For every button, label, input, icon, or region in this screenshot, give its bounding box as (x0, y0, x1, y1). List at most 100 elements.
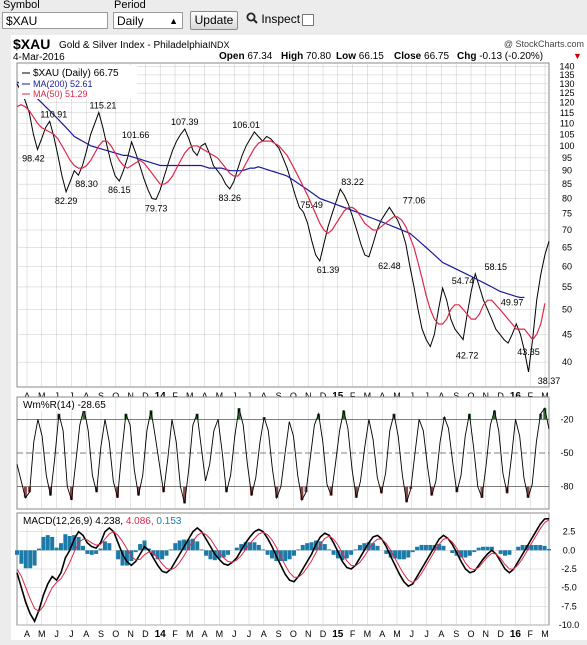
macd-histogram-bar (529, 544, 534, 551)
wpr-oversold-fill (23, 486, 27, 498)
price-annotation: 98.42 (22, 154, 45, 164)
macd-histogram-bar (388, 550, 393, 558)
inspect-toggle[interactable]: Inspect (246, 12, 300, 26)
macd-histogram-bar (155, 550, 160, 560)
price-xtick-label: F (350, 391, 356, 401)
price-ytick-label: 85 (562, 179, 572, 189)
wpr-overbought-fill (493, 410, 497, 420)
macd-xtick-label: M (38, 629, 46, 639)
price-annotation: 54.74 (452, 276, 475, 286)
wpr-overbought-fill (237, 408, 241, 420)
price-series-xau (16, 83, 550, 372)
price-xtick-label: M (541, 391, 549, 401)
macd-histogram-bar (89, 550, 94, 555)
wpr-oversold-fill (379, 486, 383, 494)
price-ytick-label: 140 (559, 61, 574, 71)
price-series-ma200 (16, 81, 525, 299)
update-button[interactable]: Update (190, 11, 238, 30)
chart-date: 4-Mar-2016 (13, 52, 65, 63)
macd-histogram-bar (542, 545, 547, 551)
macd-xtick-label: M (186, 629, 194, 639)
chart-symbol: $XAU (13, 36, 50, 52)
macd-histogram-bar (19, 550, 24, 564)
price-xtick-label: N (305, 391, 312, 401)
wpr-oversold-fill (480, 486, 484, 498)
price-annotation: 86.15 (108, 185, 131, 195)
macd-histogram-bar (467, 550, 472, 556)
period-select-value: Daily (117, 14, 144, 28)
wpr-oversold-fill (354, 486, 358, 498)
macd-histogram-bar (54, 547, 59, 551)
macd-xtick-label: A (261, 629, 267, 639)
price-series-ma50 (16, 104, 546, 341)
price-annotation: 77.06 (403, 195, 426, 205)
price-panel-frame (16, 62, 550, 388)
wpr-ytick-label: -50 (560, 448, 573, 458)
macd-histogram-bar (520, 544, 525, 551)
macd-histogram-bar (318, 541, 323, 551)
macd-histogram-bar (234, 547, 239, 551)
macd-histogram-bar (226, 550, 231, 555)
wpr-legend-bg (19, 399, 105, 411)
macd-histogram-bar (344, 550, 349, 559)
macd-histogram-bar (489, 546, 494, 551)
macd-histogram-bar (67, 535, 72, 551)
macd-histogram-bar (300, 544, 305, 551)
macd-histogram-bar (208, 550, 213, 560)
chart-svg: $XAU Gold & Silver Index - Philadelphia … (13, 36, 584, 640)
macd-histogram-bar (498, 550, 503, 554)
macd-histogram-bar (331, 550, 336, 555)
price-xtick-label: F (527, 391, 533, 401)
wpr-oversold-fill (430, 486, 434, 496)
macd-histogram-bar (410, 550, 415, 553)
inspect-checkbox[interactable] (302, 14, 314, 26)
macd-histogram-bar (291, 550, 296, 556)
price-ytick-label: 45 (562, 329, 572, 339)
price-xtick-label: M (186, 391, 194, 401)
macd-histogram-bar (36, 548, 41, 551)
macd-histogram-bar (124, 550, 129, 566)
price-ytick-label: 40 (562, 357, 572, 367)
price-annotation: 88.30 (75, 179, 98, 189)
macd-xtick-label: J (232, 629, 237, 639)
macd-histogram-bar (481, 546, 486, 551)
macd-histogram-bar (309, 542, 314, 551)
macd-xtick-label: 15 (332, 629, 344, 640)
price-xtick-label: J (410, 391, 415, 401)
macd-histogram-bar (401, 550, 406, 560)
price-ytick-label: 130 (559, 79, 574, 89)
price-xtick-label: J (424, 391, 429, 401)
macd-histogram-bar (507, 550, 512, 555)
macd-histogram-bar (406, 550, 411, 558)
wpr-oversold-fill (526, 486, 530, 498)
macd-xtick-label: J (54, 629, 59, 639)
macd-xtick-label: N (483, 629, 490, 639)
price-annotation: 110.91 (40, 109, 67, 119)
price-xtick-label: J (54, 391, 59, 401)
wpr-oversold-fill (183, 486, 187, 504)
macd-histogram-bar (353, 549, 358, 551)
macd-xtick-label: S (453, 629, 459, 639)
price-annotation: 42.72 (456, 351, 479, 361)
macd-xtick-label: J (424, 629, 429, 639)
macd-histogram-bar (120, 550, 125, 566)
wpr-legend: Wm%R(14) -28.65 (23, 400, 106, 411)
price-xtick-label: O (290, 391, 297, 401)
macd-histogram-bar (32, 550, 37, 566)
period-select[interactable]: Daily ▲ (113, 12, 183, 29)
price-xtick-label: A (379, 391, 385, 401)
macd-xtick-label: N (127, 629, 134, 639)
price-xtick-label: A (202, 391, 208, 401)
legend-price: $XAU (Daily) 66.75 (33, 68, 119, 79)
macd-xtick-label: D (142, 629, 149, 639)
macd-histogram-bar (15, 550, 19, 555)
symbol-input[interactable]: $XAU (2, 12, 108, 29)
macd-histogram-bar (116, 550, 121, 560)
macd-histogram-bar (72, 535, 77, 551)
macd-histogram-bar (265, 550, 270, 555)
macd-histogram-bar (261, 549, 266, 551)
macd-histogram-bar (362, 543, 367, 551)
macd-histogram-bar (138, 544, 143, 551)
macd-histogram-bar (177, 540, 182, 551)
